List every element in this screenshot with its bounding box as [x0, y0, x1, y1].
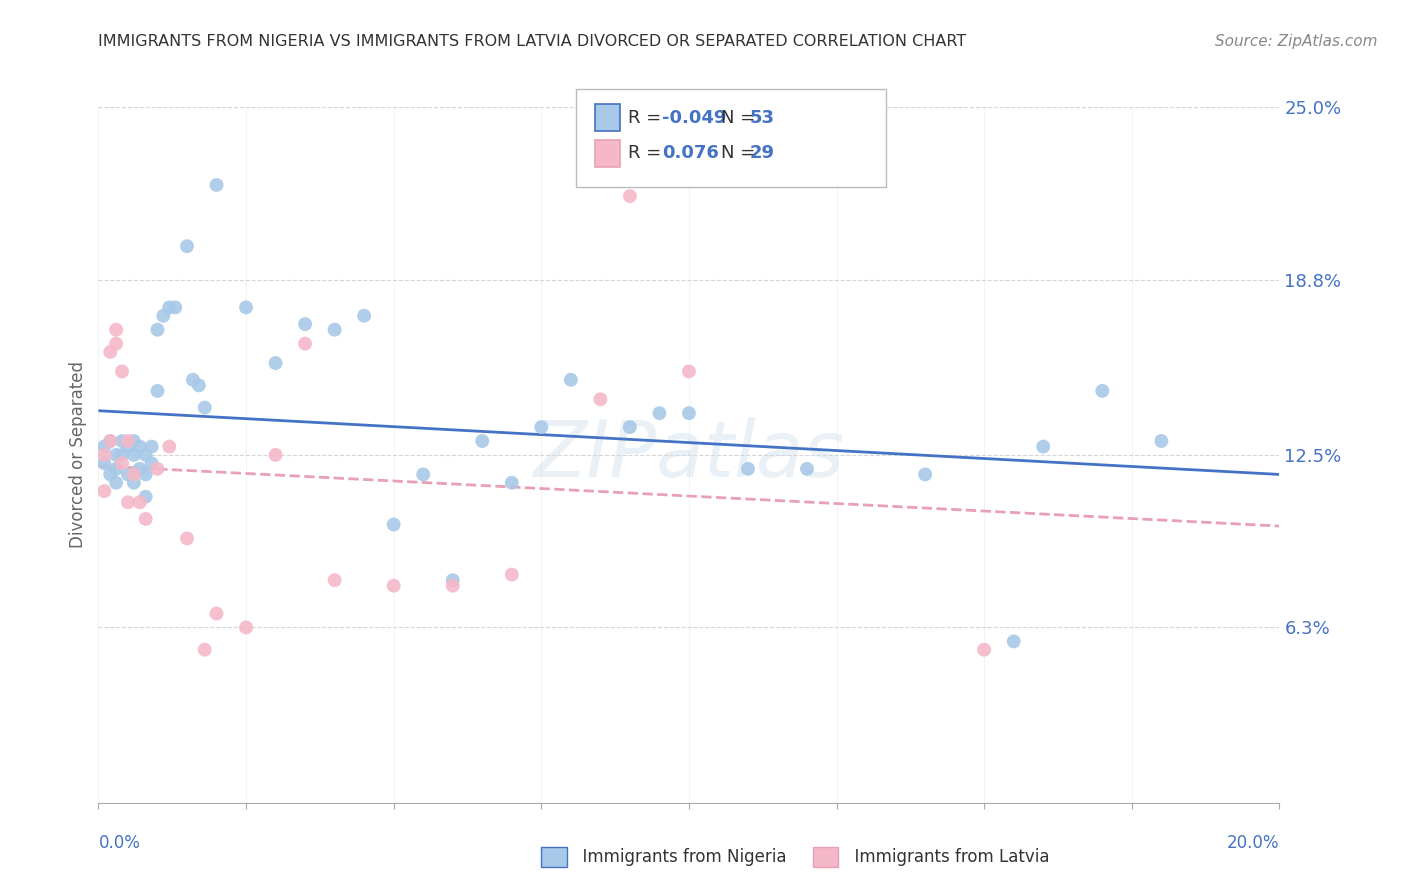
Point [98, 345, 121, 359]
Point [135, 490, 157, 504]
Text: Immigrants from Latvia: Immigrants from Latvia [844, 848, 1049, 866]
Point [105, 336, 128, 351]
Point [501, 475, 523, 490]
Text: -0.049: -0.049 [662, 109, 727, 127]
Point [412, 467, 434, 482]
Point [105, 448, 128, 462]
Point [353, 309, 375, 323]
Point [146, 384, 169, 398]
Point [117, 495, 139, 509]
Point [194, 642, 217, 657]
Point [187, 378, 209, 392]
Point [648, 406, 671, 420]
Point [98, 467, 121, 482]
Text: Immigrants from Nigeria: Immigrants from Nigeria [572, 848, 787, 866]
Point [176, 239, 198, 253]
Point [619, 189, 641, 203]
Point [93, 448, 115, 462]
Point [117, 467, 139, 482]
Point [141, 456, 163, 470]
Point [165, 301, 187, 315]
Point [122, 434, 145, 448]
Point [1002, 634, 1025, 648]
Point [146, 323, 169, 337]
Point [105, 462, 128, 476]
Text: 29: 29 [749, 145, 775, 162]
Point [560, 373, 582, 387]
Point [146, 462, 169, 476]
Point [1091, 384, 1114, 398]
Point [98, 434, 121, 448]
Point [441, 579, 464, 593]
Point [128, 440, 150, 454]
Text: 53: 53 [749, 109, 775, 127]
Point [914, 467, 936, 482]
Point [264, 448, 287, 462]
Text: R =: R = [628, 109, 668, 127]
Text: 20.0%: 20.0% [1227, 834, 1279, 852]
Point [382, 517, 405, 532]
Point [678, 406, 700, 420]
Point [194, 401, 217, 415]
Point [122, 467, 145, 482]
Point [157, 301, 180, 315]
Point [111, 364, 134, 378]
Point [93, 456, 115, 470]
Point [117, 434, 139, 448]
Point [1150, 434, 1173, 448]
Point [205, 178, 228, 192]
Text: 0.0%: 0.0% [98, 834, 141, 852]
Point [589, 392, 612, 407]
Point [678, 364, 700, 378]
Y-axis label: Divorced or Separated: Divorced or Separated [69, 361, 87, 549]
Point [382, 579, 405, 593]
Text: 0.076: 0.076 [662, 145, 718, 162]
Point [235, 301, 257, 315]
Point [93, 440, 115, 454]
Point [141, 440, 163, 454]
Point [1032, 440, 1054, 454]
Point [294, 317, 316, 331]
Point [235, 620, 257, 634]
Point [93, 484, 115, 499]
Point [111, 434, 134, 448]
Text: N =: N = [721, 145, 761, 162]
Point [530, 420, 553, 434]
Point [105, 475, 128, 490]
Point [501, 567, 523, 582]
Point [122, 475, 145, 490]
Text: IMMIGRANTS FROM NIGERIA VS IMMIGRANTS FROM LATVIA DIVORCED OR SEPARATED CORRELAT: IMMIGRANTS FROM NIGERIA VS IMMIGRANTS FR… [98, 34, 967, 49]
Point [122, 448, 145, 462]
Point [128, 462, 150, 476]
Point [111, 448, 134, 462]
Text: ZIPatlas: ZIPatlas [533, 417, 845, 493]
Text: N =: N = [721, 109, 761, 127]
Point [111, 456, 134, 470]
Point [441, 573, 464, 587]
Point [105, 323, 128, 337]
Point [323, 323, 346, 337]
Point [135, 467, 157, 482]
Point [205, 607, 228, 621]
Point [157, 440, 180, 454]
Point [323, 573, 346, 587]
Point [176, 532, 198, 546]
Point [796, 462, 818, 476]
Point [128, 495, 150, 509]
Point [117, 440, 139, 454]
Point [471, 434, 494, 448]
Point [737, 462, 759, 476]
Point [264, 356, 287, 370]
Text: Source: ZipAtlas.com: Source: ZipAtlas.com [1215, 34, 1378, 49]
Point [135, 448, 157, 462]
Point [181, 373, 204, 387]
Point [973, 642, 995, 657]
Point [135, 512, 157, 526]
Point [619, 420, 641, 434]
Point [152, 309, 174, 323]
Point [294, 336, 316, 351]
Point [98, 434, 121, 448]
Text: R =: R = [628, 145, 673, 162]
